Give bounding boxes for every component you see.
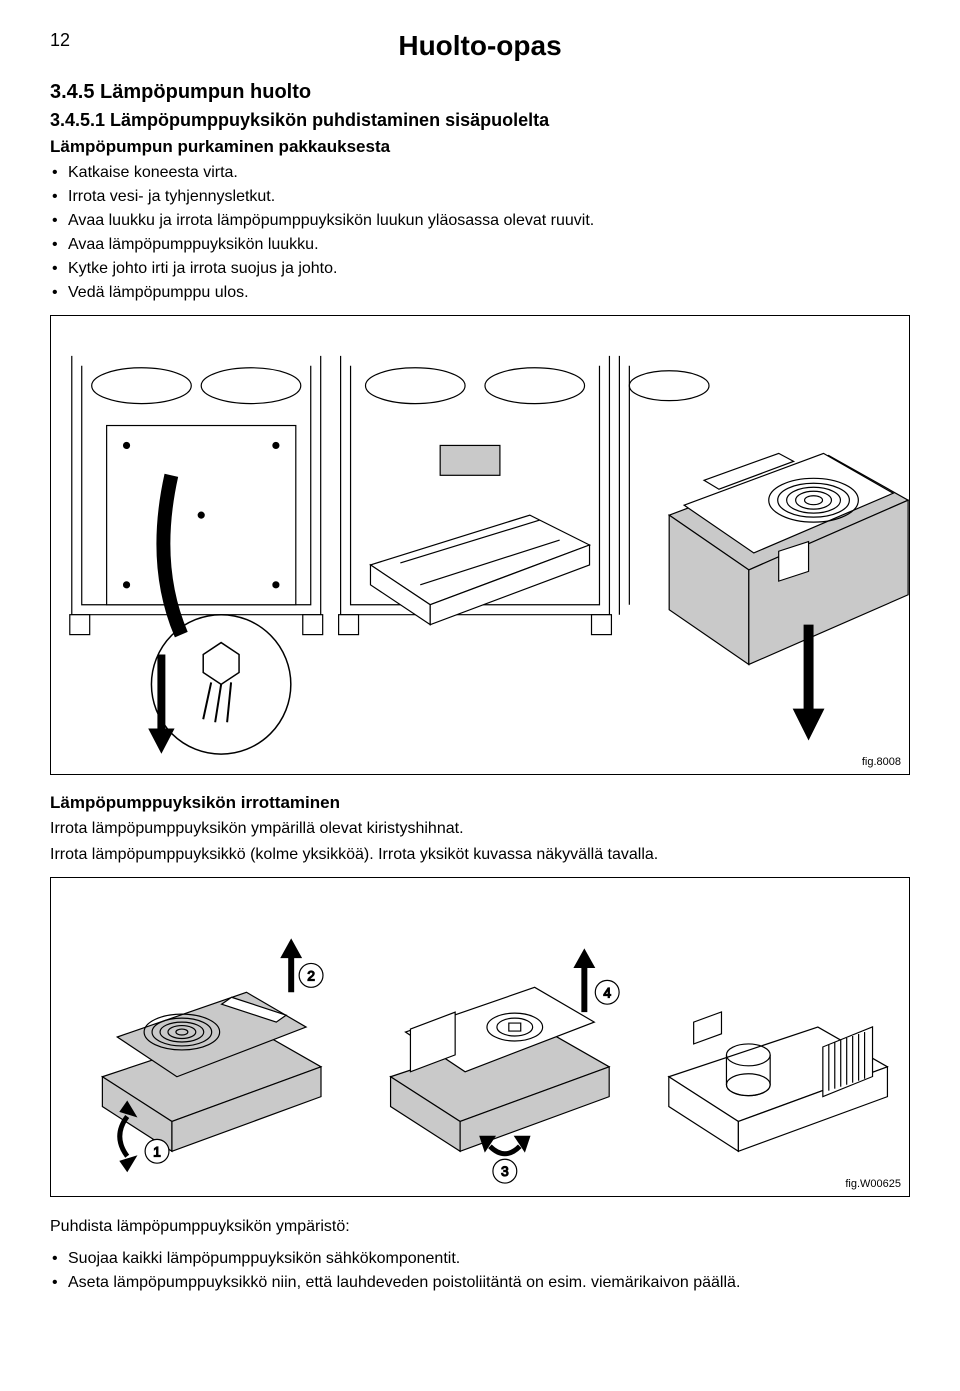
figure-1: fig.8008 xyxy=(50,315,910,775)
figure-2-svg: 2 1 xyxy=(51,878,909,1196)
figure-2: 2 1 xyxy=(50,877,910,1197)
block2-line: Irrota lämpöpumppuyksikkö (kolme yksikkö… xyxy=(50,843,910,867)
page-number: 12 xyxy=(50,30,70,51)
list-item: Avaa luukku ja irrota lämpöpumppuyksikön… xyxy=(50,209,910,233)
subsection-heading: 3.4.5.1 Lämpöpumppuyksikön puhdistaminen… xyxy=(50,110,910,131)
block2-heading: Lämpöpumppuyksikön irrottaminen xyxy=(50,793,910,813)
block2-line: Irrota lämpöpumppuyksikön ympärillä olev… xyxy=(50,817,910,841)
callout-2: 2 xyxy=(307,967,315,983)
doc-title: Huolto-opas xyxy=(398,30,561,62)
list-item: Irrota vesi- ja tyhjennysletkut. xyxy=(50,185,910,209)
block1-heading: Lämpöpumpun purkaminen pakkauksesta xyxy=(50,137,910,157)
list-item: Kytke johto irti ja irrota suojus ja joh… xyxy=(50,257,910,281)
list-item: Katkaise koneesta virta. xyxy=(50,161,910,185)
callout-3: 3 xyxy=(501,1163,509,1179)
list-item: Vedä lämpöpumppu ulos. xyxy=(50,281,910,305)
block3-list: Suojaa kaikki lämpöpumppuyksikön sähköko… xyxy=(50,1247,910,1295)
block3-heading: Puhdista lämpöpumppuyksikön ympäristö: xyxy=(50,1215,910,1239)
block1-list: Katkaise koneesta virta. Irrota vesi- ja… xyxy=(50,161,910,305)
list-item: Suojaa kaikki lämpöpumppuyksikön sähköko… xyxy=(50,1247,910,1271)
section-heading: 3.4.5 Lämpöpumpun huolto xyxy=(50,81,910,104)
figure-2-caption: fig.W00625 xyxy=(845,1178,901,1190)
list-item: Aseta lämpöpumppuyksikkö niin, että lauh… xyxy=(50,1271,910,1295)
list-item: Avaa lämpöpumppuyksikön luukku. xyxy=(50,233,910,257)
callout-1: 1 xyxy=(153,1143,161,1159)
figure-1-svg xyxy=(51,316,909,774)
header: 12 Huolto-opas xyxy=(50,30,910,51)
figure-1-caption: fig.8008 xyxy=(862,756,901,768)
callout-4: 4 xyxy=(603,984,611,1000)
